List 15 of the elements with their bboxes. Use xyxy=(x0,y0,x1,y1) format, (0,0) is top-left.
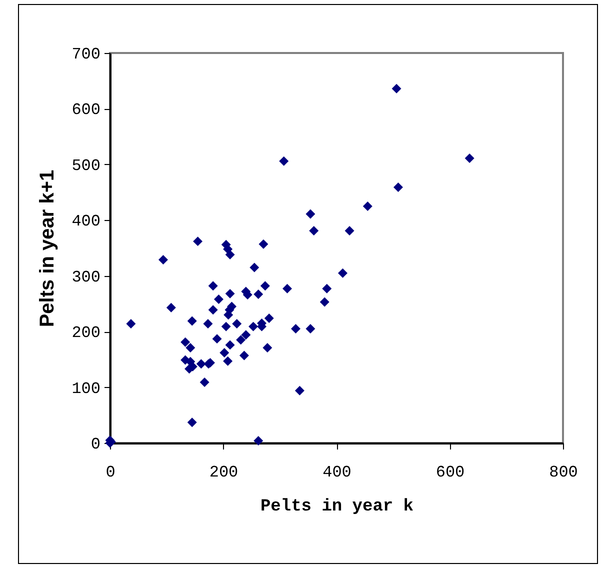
y-tick-label: 200 xyxy=(72,324,100,342)
x-tick-label: 0 xyxy=(106,464,116,482)
y-tick-label: 500 xyxy=(72,156,100,175)
x-tick-label: 800 xyxy=(549,464,578,482)
y-tick-label: 400 xyxy=(72,212,100,231)
y-tick-label: 600 xyxy=(72,101,100,120)
x-axis-title: Pelts in year k xyxy=(260,498,414,516)
y-tick-label: 100 xyxy=(72,380,100,398)
y-tick-label: 300 xyxy=(72,268,100,286)
y-tick-label: 0 xyxy=(90,436,100,454)
x-tick-label: 200 xyxy=(209,464,238,482)
x-tick-label: 600 xyxy=(436,464,465,482)
y-axis-title: Pelts in year k+1 xyxy=(36,170,59,328)
y-tick-label: 700 xyxy=(72,46,100,64)
x-tick-label: 400 xyxy=(322,464,352,482)
